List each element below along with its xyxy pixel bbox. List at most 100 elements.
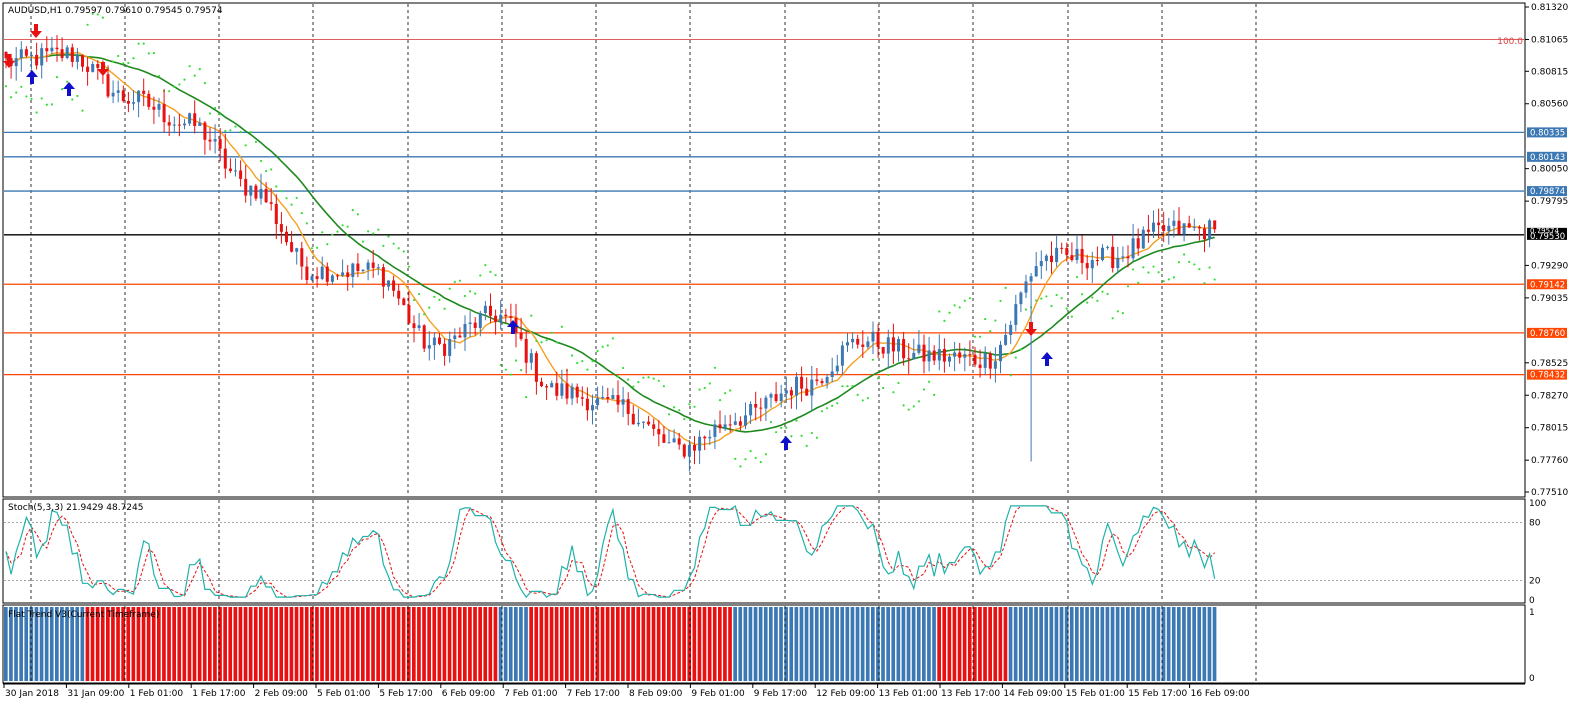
time-axis[interactable]: 30 Jan 2018 31 Jan 09:00 1 Feb 01:00 1 Feb … [3,683,1525,699]
psar-dot [917,400,921,403]
flat-trend-bar [651,607,656,681]
candle-body [616,395,620,405]
psar-dot [1070,315,1073,318]
candle-body [1197,226,1201,229]
flat-tick-label: 0 [1529,674,1535,684]
flat-trend-bar [600,607,605,681]
flat-trend-bar [299,607,304,681]
flat-trend-bar [544,607,549,681]
flat-trend-bar [1059,607,1064,681]
time-tick-label: 7 Feb 17:00 [567,689,621,699]
flat-trend-bar [447,607,452,681]
level-tag-text: 0.78432 [1530,371,1565,381]
psar-dot [1183,253,1186,256]
candle-body [723,424,727,429]
candle-body [570,386,574,399]
flat-trend-bar [942,607,947,681]
psar-dot [1004,286,1007,289]
candle-body [177,124,181,126]
level-price-tag: 0.80143 [1527,151,1567,163]
candle-body [1065,247,1069,256]
flat-trend-bar [1069,607,1074,681]
psar-dot [351,208,354,212]
flat-trend-bar [1029,607,1033,681]
level-price-tag: 0.80335 [1527,127,1567,138]
flat-trend-bar [687,607,692,681]
flat-trend-bar [554,607,559,681]
candle-body [907,358,911,360]
flat-trend-bar [672,607,676,681]
candle-body [285,231,288,243]
psar-dot [1172,276,1175,279]
psar-dot [173,85,176,89]
flat-trend-bar [503,607,508,681]
flat-trend-bar [1100,607,1105,681]
psar-dot [402,250,405,253]
candle-body [336,275,339,277]
candle-body [999,344,1002,362]
candle-body [320,266,324,279]
candle-body [631,413,635,425]
candle-body [851,338,855,343]
psar-dot [66,80,69,83]
flat-trend-bar [1212,607,1217,681]
candle-body [800,376,804,389]
candle-body [545,386,549,388]
psar-dot [968,297,972,300]
psar-dot [1091,296,1094,299]
time-tick-label: 13 Feb 17:00 [941,689,1000,699]
flat-trend-bar [1120,607,1125,681]
flat-trend-bar [855,607,860,681]
flat-trend-bar [738,607,743,681]
psar-dot [943,319,946,322]
candle-body [376,267,380,269]
stoch-tick-label: 0 [1529,596,1535,606]
psar-dot [1086,301,1089,304]
psar-dot [35,111,38,114]
stochastic-lines [5,505,1216,599]
flat-trend-bar [784,607,788,681]
psar-dot [764,453,768,456]
stoch-tick-label: 80 [1529,518,1541,528]
candle-body [601,396,605,399]
buy-arrow-icon [507,320,519,334]
candle-body [1152,222,1155,232]
flat-trend-bar [1013,607,1018,681]
candle-body [392,280,396,291]
psar-dot [45,103,48,106]
flat-trend-bar [697,607,702,681]
psar-dot [693,405,696,408]
psar-dot [698,388,701,391]
psar-dot [662,385,666,388]
psar-dot [193,74,196,77]
psar-dot [239,130,242,133]
price-axis[interactable]: 0.81320 0.81065 0.80815 0.80560 0.80050 0.797… [1525,3,1568,498]
candle-body [402,298,406,305]
candle-body [591,405,594,411]
flat-trend-panel[interactable]: Flat Trend V3(Current Timeframe) [2,604,1526,684]
candle-body [769,394,773,398]
flat-trend-bar [320,607,324,681]
stochastic-panel[interactable]: Stoch(5,3,3) 21.9429 48.7245 [2,498,1526,604]
flat-trend-bar [1075,607,1079,681]
flat-trend-bar [473,607,477,681]
candle-body [1090,259,1094,269]
candle-body [754,404,758,408]
flat-trend-bar [570,607,574,681]
level-tag-bg [1527,279,1567,290]
flat-trend-bar [1197,607,1202,681]
candle-body [504,314,508,317]
candle-body [917,344,921,353]
time-tick-label: 30 Jan 2018 [5,689,59,699]
price-panel[interactable]: AUDUSD,H1 0.79597 0.79610 0.79545 0.7957… [2,2,1526,498]
candle-body [121,90,125,101]
flat-trend-bar [1131,607,1135,681]
candles [4,35,1217,472]
psar-dot [336,230,339,233]
psar-dot [637,381,640,384]
candle-body [728,424,732,426]
flat-trend-bar [350,607,355,681]
candle-body [427,345,431,349]
buy-arrow-icon [26,70,38,84]
